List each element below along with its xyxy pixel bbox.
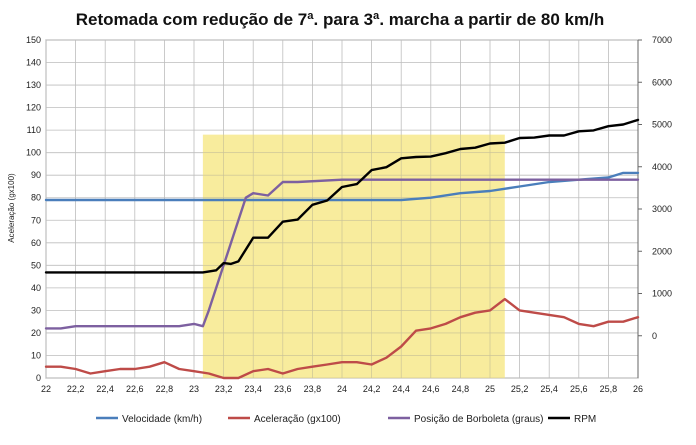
y-tick-label: 10 [31,350,41,360]
y-tick-label: 150 [26,35,41,45]
x-tick-label: 23,2 [215,384,233,394]
x-tick-label: 24,2 [363,384,381,394]
series-line-2 [44,178,640,330]
x-tick-label: 23,4 [244,384,262,394]
y-tick-label: 90 [31,170,41,180]
x-tick-label: 26 [633,384,643,394]
y-tick-label: 40 [31,283,41,293]
x-tick-label: 23,6 [274,384,292,394]
series-line-0 [44,171,640,202]
y2-tick-label: 7000 [652,35,672,45]
y-tick-label: 130 [26,80,41,90]
y-tick-label: 50 [31,260,41,270]
x-tick-label: 24,8 [452,384,470,394]
x-tick-label: 24 [337,384,347,394]
y2-tick-label: 6000 [652,77,672,87]
chart-title: Retomada com redução de 7ª. para 3ª. mar… [76,10,604,29]
y2-tick-label: 5000 [652,120,672,130]
y-tick-label: 140 [26,58,41,68]
y-axis-label: Aceleração (gx100) [7,173,16,243]
x-tick-label: 22,4 [96,384,114,394]
plot-layer: 0 10 20 30 40 50 60 70 80 90 100 110 120 130 140 150 22 2… [26,35,672,394]
legend-label: RPM [574,414,596,425]
x-tick-label: 25,8 [600,384,618,394]
y2-tick-label: 3000 [652,204,672,214]
legend-label: Velocidade (km/h) [122,414,202,425]
y-tick-label: 110 [27,125,41,135]
legend-label: Posição de Borboleta (graus) [414,414,544,425]
x-tick-label: 23,8 [304,384,322,394]
x-tick-label: 25,2 [511,384,529,394]
y-tick-label: 70 [31,215,41,225]
y2-tick-label: 4000 [652,162,672,172]
x-tick-label: 22,8 [156,384,174,394]
x-tick-label: 24,6 [422,384,440,394]
y-tick-label: 60 [31,238,41,248]
series-line-1 [44,297,640,380]
x-tick-label: 22 [41,384,51,394]
legend-label: Aceleração (gx100) [254,414,341,425]
x-tick-label: 25,6 [570,384,588,394]
y-tick-label: 100 [26,148,41,158]
y-tick-label: 80 [31,193,41,203]
x-tick-label: 25 [485,384,495,394]
x-tick-label: 25,4 [540,384,558,394]
y2-tick-label: 0 [652,331,657,341]
x-tick-label: 23 [189,384,199,394]
x-tick-label: 22,2 [67,384,85,394]
highlight-region [202,134,505,378]
y-tick-label: 120 [26,103,41,113]
y-tick-label: 30 [31,305,41,315]
legend: Velocidade (km/h) Aceleração (gx100) Posiç… [96,414,596,425]
y-tick-label: 0 [36,373,41,383]
series-line-3 [44,118,640,274]
x-tick-label: 22,6 [126,384,144,394]
y-tick-label: 20 [31,328,41,338]
y2-tick-label: 2000 [652,246,672,256]
x-tick-label: 24,4 [392,384,410,394]
y2-tick-label: 1000 [652,289,672,299]
